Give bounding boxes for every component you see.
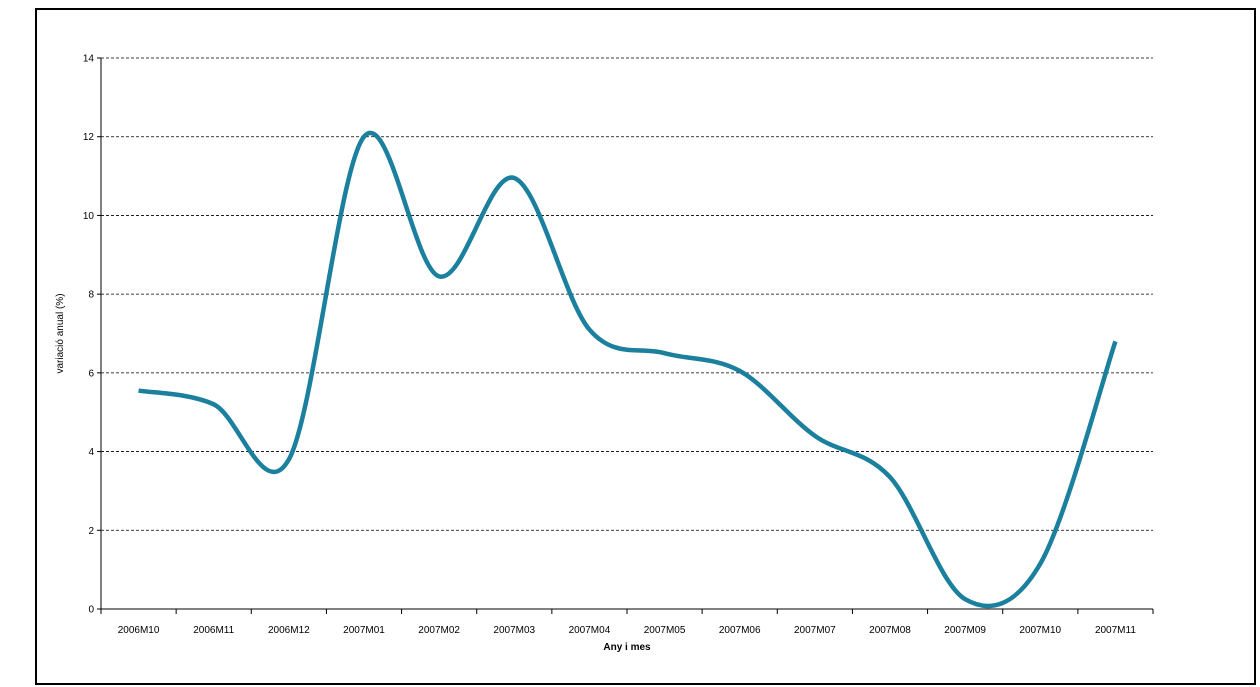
y-tick-label: 4 (88, 447, 94, 458)
x-tick-label: 2006M10 (118, 625, 160, 636)
x-axis-ticks: 2006M10 2006M11 2006M12 2007M01 2007M02 2007M… (100, 609, 1154, 636)
x-tick-label: 2006M12 (268, 625, 310, 636)
y-tick-label: 0 (88, 605, 94, 616)
x-tick-label: 2006M11 (193, 625, 234, 636)
gridlines (101, 57, 1153, 531)
y-tick-label: 6 (88, 368, 94, 379)
y-axis-ticks: 0 2 4 6 8 10 12 14 (83, 54, 101, 616)
y-tick-label: 14 (83, 54, 95, 65)
series-layer (138, 130, 1118, 609)
x-tick-label: 2007M10 (1019, 625, 1061, 636)
x-tick-label: 2007M09 (944, 625, 986, 636)
x-tick-label: 2007M04 (569, 625, 611, 636)
y-tick-label: 10 (83, 211, 95, 222)
x-tick-label: 2007M11 (1095, 625, 1136, 636)
x-tick-label: 2007M05 (644, 625, 686, 636)
y-axis-title: variació anual (%) (55, 293, 66, 373)
x-tick-label: 2007M08 (869, 625, 911, 636)
y-tick-label: 8 (88, 290, 94, 301)
y-tick-label: 2 (88, 526, 94, 537)
x-tick-label: 2007M06 (719, 625, 761, 636)
chart-frame (35, 8, 1256, 685)
x-tick-label: 2007M03 (493, 625, 535, 636)
y-tick-label: 12 (83, 132, 95, 143)
x-tick-label: 2007M02 (418, 625, 460, 636)
axes (100, 58, 1153, 610)
x-axis-title: Any i mes (603, 642, 651, 653)
x-tick-label: 2007M01 (343, 625, 385, 636)
x-tick-label: 2007M07 (794, 625, 836, 636)
series-line-0 (138, 130, 1118, 609)
